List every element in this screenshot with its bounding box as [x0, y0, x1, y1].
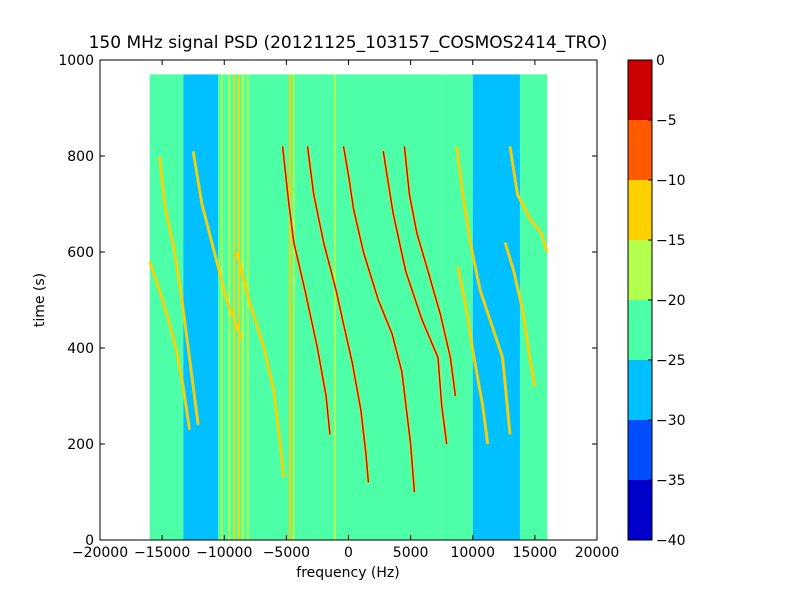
x-tick-label-8: 20000 [575, 545, 620, 561]
heatmap-band-4 [472, 74, 520, 540]
y-tick-label-2: 400 [67, 341, 94, 357]
x-tick-label-6: 10000 [450, 545, 495, 561]
y-tick-label-1: 200 [67, 437, 94, 453]
colorbar-tick-label-5: −25 [656, 353, 686, 369]
x-tick-label-3: −5000 [263, 545, 310, 561]
track-6 [342, 146, 416, 493]
colorbar-tick-label-8: −40 [656, 533, 686, 549]
x-tick-label-7: 15000 [513, 545, 558, 561]
y-tick-label-3: 600 [67, 245, 94, 261]
heatmap-band-5 [519, 74, 548, 540]
colorbar-level-5 [628, 180, 652, 240]
track-8 [403, 146, 457, 397]
axis-ticks: −20000 −15000 −10000 −5000 0 5000 10000 15000 20… [58, 53, 619, 561]
x-tick-label-1: −15000 [134, 545, 190, 561]
heatmap-band-1 [183, 74, 219, 540]
track-5 [306, 146, 370, 483]
x-tick-label-2: −10000 [196, 545, 252, 561]
track-2 [192, 151, 243, 339]
colorbar-tick-label-6: −30 [656, 413, 686, 429]
colorbar-level-6 [628, 120, 652, 180]
y-axis-label: time (s) [32, 273, 48, 327]
colorbar-tick-label-2: −10 [656, 173, 686, 189]
colorbar-tick-label-1: −5 [656, 113, 677, 129]
y-tick-label-4: 800 [67, 149, 94, 165]
x-axis-label: frequency (Hz) [296, 565, 399, 581]
signal-tracks [148, 146, 549, 493]
heatmap-band-3 [441, 74, 473, 540]
chart-title: 150 MHz signal PSD (20121125_103157_COSM… [89, 33, 608, 53]
colorbar-level-7 [628, 60, 652, 120]
heatmap-band-0 [149, 74, 184, 540]
track-9 [455, 146, 511, 435]
track-1 [149, 261, 191, 430]
colorbar-level-3 [628, 300, 652, 360]
x-tick-label-4: 0 [344, 545, 353, 561]
y-tick-label-0: 0 [85, 533, 94, 549]
colorbar-tick-label-3: −15 [656, 233, 686, 249]
spectrogram-heatmap [149, 74, 548, 540]
colorbar: 0 −5 −10 −15 −20 −25 −30 −35 −40 [627, 53, 686, 549]
track-10 [457, 266, 489, 445]
x-tick-label-5: 5000 [393, 545, 429, 561]
colorbar-level-2 [628, 360, 652, 420]
colorbar-tick-label-4: −20 [656, 293, 686, 309]
x-tick-label-0: −20000 [72, 545, 128, 561]
y-tick-label-5: 1000 [58, 53, 94, 69]
track-12 [504, 242, 536, 387]
track-4 [281, 146, 331, 435]
track-11 [509, 146, 548, 253]
colorbar-tick-label-0: 0 [656, 53, 665, 69]
colorbar-level-1 [628, 420, 652, 480]
track-3 [236, 251, 285, 478]
track-7 [382, 151, 448, 445]
colorbar-level-4 [628, 240, 652, 300]
track-0 [158, 155, 199, 425]
colorbar-level-0 [628, 480, 652, 540]
colorbar-tick-label-7: −35 [656, 473, 686, 489]
